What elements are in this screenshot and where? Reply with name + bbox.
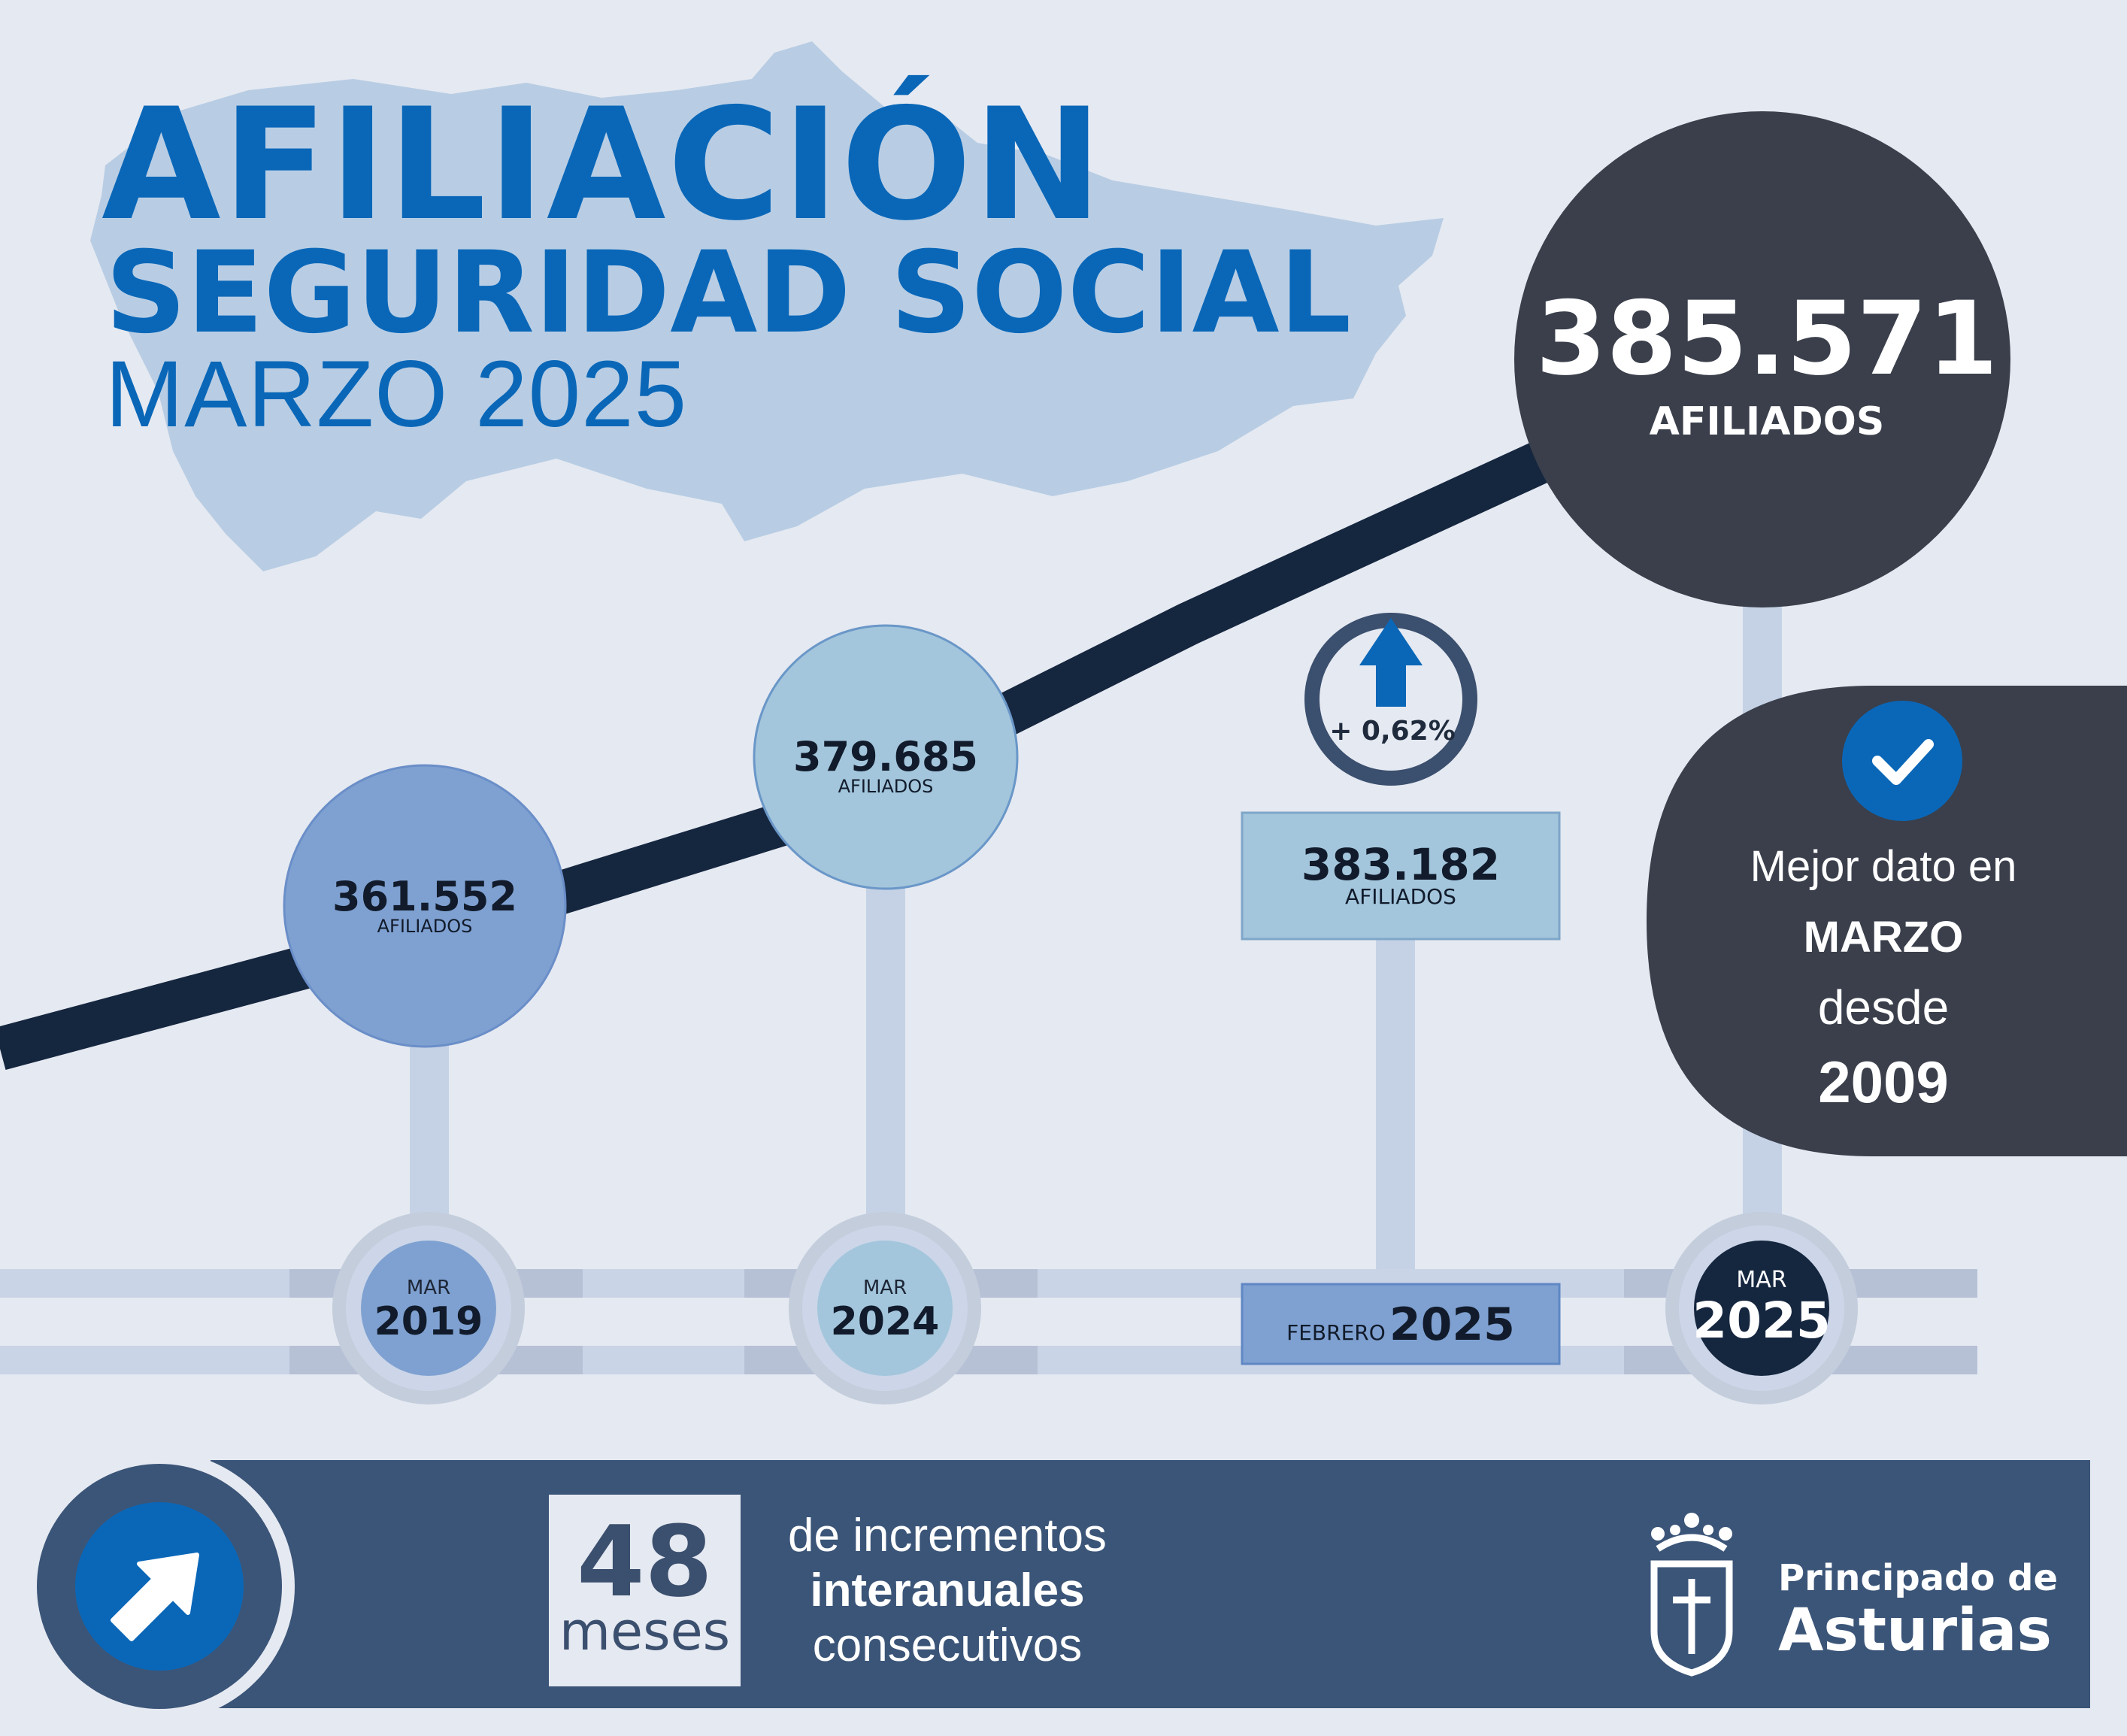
footer-desc-line1: de incrementos xyxy=(788,1510,1107,1562)
date-2024: MAR 2024 xyxy=(810,1278,960,1341)
value-feb-2025-unit: AFILIADOS xyxy=(1345,884,1456,909)
date-2024-month: MAR xyxy=(862,1277,907,1299)
date-box-feb-2025 xyxy=(1241,1283,1561,1365)
date-2025: MAR 2025 xyxy=(1686,1269,1837,1346)
current-value-unit: AFILIADOS xyxy=(1649,399,1885,444)
best-data-panel xyxy=(1647,686,2127,1156)
date-2025-month: MAR xyxy=(1736,1267,1787,1293)
date-disc-2019 xyxy=(361,1241,496,1376)
period-label: MARZO 2025 xyxy=(105,342,688,447)
value-2024-number: 379.685 xyxy=(793,733,978,780)
value-2024: 379.685 AFILIADOS xyxy=(765,733,1006,797)
footer-desc-line2: interanuales xyxy=(810,1565,1085,1616)
months-count: 48 xyxy=(577,1504,713,1619)
date-2024-year: 2024 xyxy=(830,1299,940,1344)
change-label: + 0,62% xyxy=(1329,716,1456,747)
check-icon xyxy=(1872,739,1934,785)
page-subtitle: SEGURIDAD SOCIAL xyxy=(105,228,1352,359)
date-disc-2025 xyxy=(1694,1241,1829,1376)
best-data-line3: desde xyxy=(1817,980,1950,1035)
months-box xyxy=(549,1495,741,1686)
bubble-2024 xyxy=(753,624,1019,890)
check-circle xyxy=(1842,701,1962,821)
value-2019-unit: AFILIADOS xyxy=(377,916,473,937)
value-feb-2025-number: 383.182 xyxy=(1301,839,1501,890)
date-feb-2025-month: FEBRERO xyxy=(1286,1320,1386,1345)
current-value-circle xyxy=(1514,111,2010,607)
date-2019-month: MAR xyxy=(406,1277,451,1299)
best-data-line1: Mejor dato en xyxy=(1750,842,2017,891)
months-unit: meses xyxy=(559,1601,731,1662)
value-feb-2025: 383.182 AFILIADOS xyxy=(1242,843,1559,907)
date-feb-2025-year: 2025 xyxy=(1389,1298,1515,1351)
asturias-map-shape xyxy=(90,41,1444,571)
current-value-number: 385.571 xyxy=(1535,280,1998,398)
best-data-line2: MARZO xyxy=(1803,913,1964,962)
value-2019-number: 361.552 xyxy=(332,873,517,920)
best-data-line4: 2009 xyxy=(1818,1049,1949,1115)
coat-of-arms-icon xyxy=(1650,1534,1733,1677)
date-2025-year: 2025 xyxy=(1692,1292,1831,1350)
date-2019: MAR 2019 xyxy=(353,1278,504,1341)
diagonal-arrow-icon xyxy=(111,1553,199,1641)
value-2024-unit: AFILIADOS xyxy=(838,776,934,797)
date-feb-2025: FEBRERO 2025 xyxy=(1242,1302,1559,1347)
date-2019-year: 2019 xyxy=(374,1299,483,1344)
org-name-line1: Principado de xyxy=(1778,1557,2059,1599)
org-name-line2: Asturias xyxy=(1778,1597,2052,1665)
page-title: AFILIACIÓN xyxy=(102,76,1104,255)
up-arrow-icon xyxy=(1359,618,1423,707)
footer-bar xyxy=(211,1460,2090,1708)
box-feb-2025 xyxy=(1241,811,1561,941)
date-disc-2024 xyxy=(817,1241,953,1376)
footer-desc-line3: consecutivos xyxy=(812,1619,1083,1671)
bubble-2019 xyxy=(283,764,567,1048)
value-2019: 361.552 AFILIADOS xyxy=(305,873,545,937)
